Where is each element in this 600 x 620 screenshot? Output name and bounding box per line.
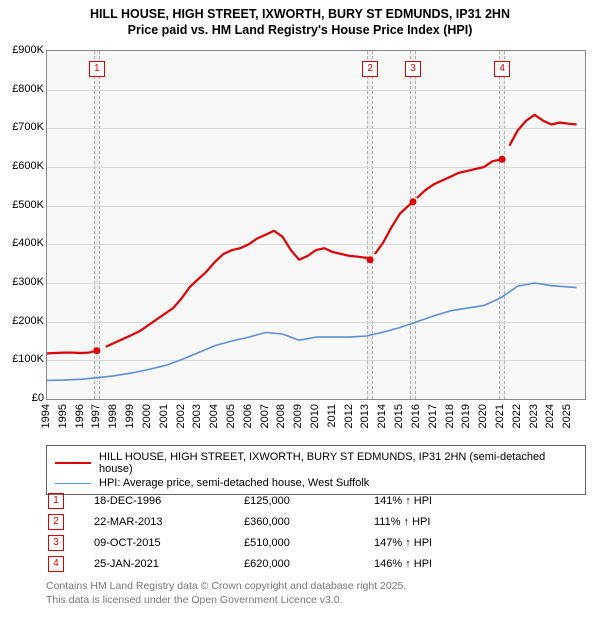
x-axis-label: 2016 [410,404,422,428]
sale-dot [499,156,506,163]
x-axis-label: 2014 [376,404,388,428]
sale-dot [367,256,374,263]
legend-item-property: HILL HOUSE, HIGH STREET, IXWORTH, BURY S… [55,450,577,476]
marker-box-icon: 2 [362,61,378,77]
x-axis-label: 1999 [124,404,136,428]
y-axis-label: £700K [0,121,44,133]
x-axis-label: 2004 [208,404,220,428]
x-axis-label: 2019 [460,404,472,428]
x-axis-label: 2003 [191,404,203,428]
x-axis-label: 2025 [561,404,573,428]
x-axis-label: 1996 [74,404,86,428]
event-price: £360,000 [244,516,374,528]
legend-label: HILL HOUSE, HIGH STREET, IXWORTH, BURY S… [99,451,577,475]
marker-box-icon: 1 [89,61,105,77]
x-axis-label: 2006 [242,404,254,428]
x-axis-label: 2024 [544,404,556,428]
sale-dot [410,198,417,205]
x-axis-label: 2012 [343,404,355,428]
title-line2: Price paid vs. HM Land Registry's House … [0,22,600,38]
x-axis-label: 1994 [40,404,52,428]
event-row: 3 09-OCT-2015 £510,000 147% ↑ HPI [46,532,586,553]
event-price: £510,000 [244,537,374,549]
legend: HILL HOUSE, HIGH STREET, IXWORTH, BURY S… [46,445,586,495]
x-axis-label: 2007 [259,404,271,428]
y-axis-label: £600K [0,160,44,172]
y-axis-label: £400K [0,237,44,249]
event-row: 2 22-MAR-2013 £360,000 111% ↑ HPI [46,511,586,532]
y-axis-label: £800K [0,83,44,95]
event-ratio: 147% ↑ HPI [374,537,494,549]
event-ratio: 111% ↑ HPI [374,516,494,528]
x-axis-label: 2013 [359,404,371,428]
chart-plot-area: 1 2 3 4 [46,50,586,400]
x-axis-label: 2021 [494,404,506,428]
x-axis-label: 2023 [528,404,540,428]
legend-item-hpi: HPI: Average price, semi-detached house,… [55,476,577,490]
event-row: 1 18-DEC-1996 £125,000 141% ↑ HPI [46,490,586,511]
x-axis-label: 2002 [175,404,187,428]
x-axis-label: 2009 [292,404,304,428]
legend-swatch [55,483,91,484]
x-axis-label: 2010 [309,404,321,428]
x-axis-label: 1998 [107,404,119,428]
y-axis-label: £300K [0,276,44,288]
event-row: 4 25-JAN-2021 £620,000 146% ↑ HPI [46,553,586,574]
legend-swatch [55,462,91,464]
x-axis-label: 1997 [90,404,102,428]
x-axis-label: 1995 [57,404,69,428]
y-axis-label: £100K [0,353,44,365]
y-axis-label: £900K [0,44,44,56]
footer-attribution: Contains HM Land Registry data © Crown c… [46,580,406,607]
x-axis-label: 2018 [444,404,456,428]
chart-svg [47,51,585,399]
event-marker-icon: 3 [48,535,64,551]
chart-title: HILL HOUSE, HIGH STREET, IXWORTH, BURY S… [0,0,600,39]
y-axis-label: £200K [0,315,44,327]
event-price: £620,000 [244,558,374,570]
x-axis-label: 2008 [275,404,287,428]
event-marker-icon: 4 [48,556,64,572]
event-ratio: 141% ↑ HPI [374,495,494,507]
legend-label: HPI: Average price, semi-detached house,… [99,477,369,489]
x-axis-label: 2001 [158,404,170,428]
series-line-property [47,115,577,354]
title-line1: HILL HOUSE, HIGH STREET, IXWORTH, BURY S… [0,6,600,22]
x-axis-label: 2015 [393,404,405,428]
series-line-hpi [47,283,577,380]
marker-box-icon: 3 [405,61,421,77]
x-axis-label: 2020 [477,404,489,428]
event-date: 18-DEC-1996 [94,495,244,507]
events-table: 1 18-DEC-1996 £125,000 141% ↑ HPI 2 22-M… [46,490,586,574]
footer-line2: This data is licensed under the Open Gov… [46,594,406,608]
x-axis-label: 2005 [225,404,237,428]
event-marker-icon: 2 [48,514,64,530]
x-axis-label: 2000 [141,404,153,428]
event-ratio: 146% ↑ HPI [374,558,494,570]
x-axis-label: 2022 [511,404,523,428]
x-axis-label: 2011 [326,404,338,428]
event-marker-icon: 1 [48,493,64,509]
marker-box-icon: 4 [494,61,510,77]
y-axis-label: £0 [0,392,44,404]
sale-dot [93,347,100,354]
footer-line1: Contains HM Land Registry data © Crown c… [46,580,406,594]
event-price: £125,000 [244,495,374,507]
event-date: 09-OCT-2015 [94,537,244,549]
event-date: 22-MAR-2013 [94,516,244,528]
x-axis-label: 2017 [427,404,439,428]
y-axis-label: £500K [0,199,44,211]
event-date: 25-JAN-2021 [94,558,244,570]
